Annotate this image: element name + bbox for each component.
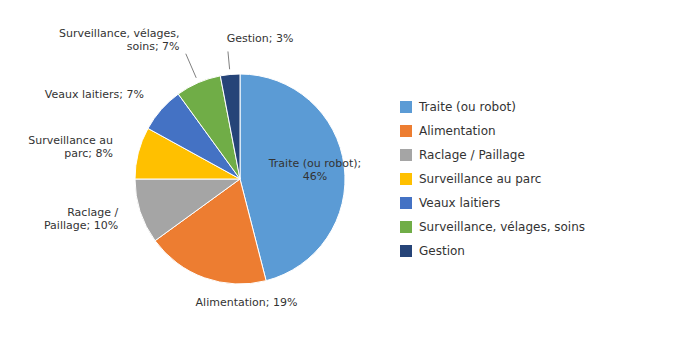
data-label: Surveillance, vélages,soins; 7% bbox=[59, 27, 180, 53]
data-label: Gestion; 3% bbox=[227, 32, 294, 45]
legend-swatch bbox=[400, 197, 412, 209]
legend-label: Surveillance au parc bbox=[419, 172, 541, 186]
legend-label: Surveillance, vélages, soins bbox=[419, 220, 585, 234]
legend-swatch bbox=[400, 101, 412, 113]
chart: Traite (ou robot);46% Alimentation; 19% Ra… bbox=[0, 0, 690, 358]
legend-label: Raclage / Paillage bbox=[419, 148, 525, 162]
data-label: Raclage /Paillage; 10% bbox=[44, 206, 118, 232]
legend-swatch bbox=[400, 245, 412, 257]
legend-swatch bbox=[400, 125, 412, 137]
legend-item: Veaux laitiers bbox=[400, 196, 500, 210]
legend-item: Gestion bbox=[400, 244, 465, 258]
legend-swatch bbox=[400, 149, 412, 161]
data-labels: Traite (ou robot);46% Alimentation; 19% Ra… bbox=[28, 27, 361, 310]
data-label: Surveillance auparc; 8% bbox=[28, 134, 113, 160]
legend-label: Alimentation bbox=[419, 124, 496, 138]
legend-item: Surveillance au parc bbox=[400, 172, 541, 186]
legend-label: Traite (ou robot) bbox=[418, 100, 516, 114]
leader-line bbox=[228, 51, 230, 69]
data-label: Alimentation; 19% bbox=[196, 296, 298, 309]
data-label: Veaux laitiers; 7% bbox=[45, 88, 144, 101]
legend-item: Traite (ou robot) bbox=[400, 100, 516, 114]
legend-item: Raclage / Paillage bbox=[400, 148, 525, 162]
legend-swatch bbox=[400, 173, 412, 185]
legend-item: Surveillance, vélages, soins bbox=[400, 220, 585, 234]
leader-line bbox=[186, 54, 196, 78]
pie-slice bbox=[220, 74, 240, 179]
legend-label: Veaux laitiers bbox=[419, 196, 500, 210]
pie-slice bbox=[135, 179, 240, 241]
pie bbox=[135, 74, 345, 284]
data-label: Traite (ou robot);46% bbox=[268, 157, 362, 183]
legend: Traite (ou robot) Alimentation Raclage / P… bbox=[400, 100, 585, 258]
legend-label: Gestion bbox=[419, 244, 465, 258]
legend-item: Alimentation bbox=[400, 124, 496, 138]
legend-swatch bbox=[400, 221, 412, 233]
